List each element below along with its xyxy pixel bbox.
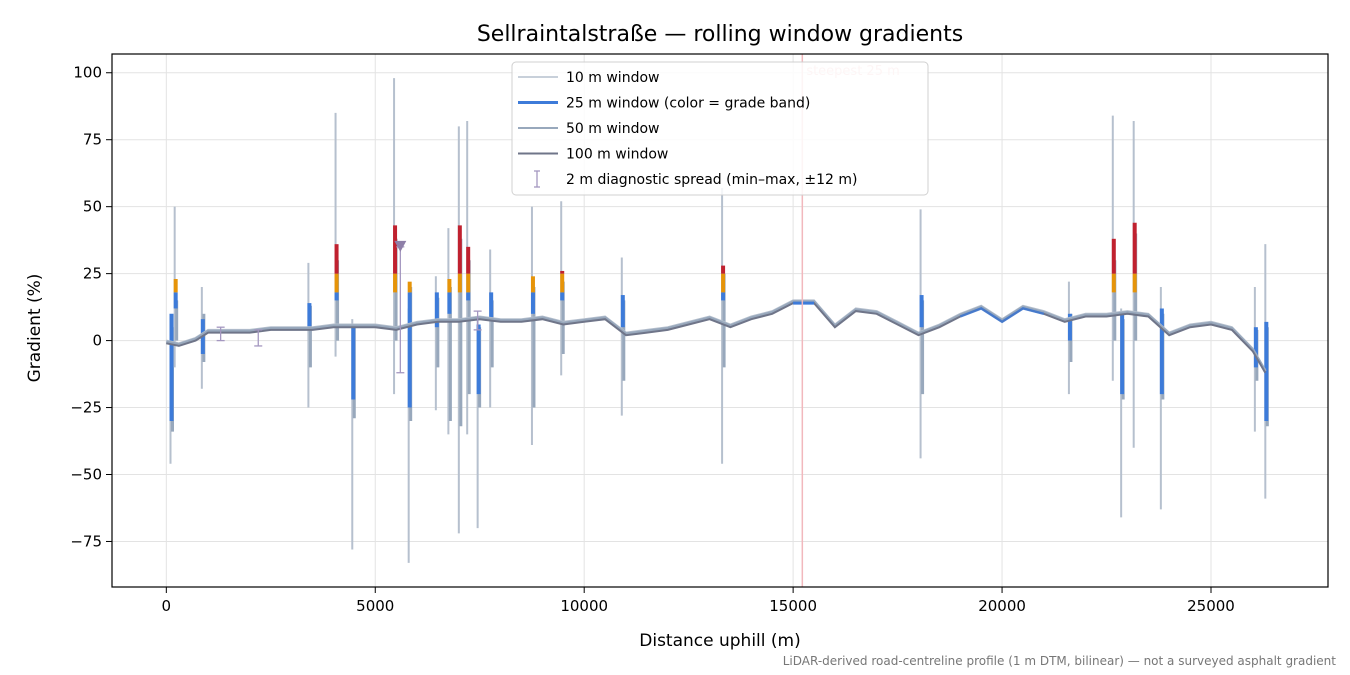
diagnostic-spread	[216, 240, 482, 374]
x-tick-label: 15000	[769, 597, 817, 615]
y-tick-label: 100	[73, 64, 102, 82]
profile-lines	[165, 299, 1267, 374]
footnote: LiDAR-derived road-centreline profile (1…	[783, 654, 1337, 668]
y-tick-label: 0	[92, 332, 102, 350]
legend-label: 2 m diagnostic spread (min–max, ±12 m)	[566, 172, 857, 188]
y-axis-label: Gradient (%)	[25, 274, 45, 383]
legend-label: 100 m window	[566, 147, 668, 163]
y-tick-label: 75	[83, 131, 102, 149]
x-tick-label: 10000	[560, 597, 608, 615]
plot-frame	[111, 53, 1329, 588]
legend: 10 m window 25 m window (color = grade ba…	[511, 61, 929, 196]
x-tick-label: 25000	[1187, 597, 1235, 615]
legend-box	[511, 61, 929, 196]
x-tick-label: 0	[162, 597, 172, 615]
y-tick-label: −75	[70, 532, 102, 550]
x-tick-label: 20000	[978, 597, 1026, 615]
y-tick-label: 25	[83, 265, 102, 283]
x-axis-label: Distance uphill (m)	[639, 631, 800, 651]
window-spikes	[169, 78, 1269, 563]
chart-title: Sellraintalstraße — rolling window gradi…	[477, 22, 963, 47]
line-100m-window	[166, 302, 1267, 374]
line-10m-window	[166, 299, 1267, 371]
line-50m-window	[165, 300, 1267, 373]
line-25m-highlight	[959, 307, 1045, 324]
y-tick-label: −50	[70, 466, 102, 484]
y-tick-label: −25	[70, 399, 102, 417]
x-tick-label: 5000	[356, 597, 394, 615]
legend-label: 25 m window (color = grade band)	[566, 96, 810, 112]
y-tick-label: 50	[83, 198, 102, 216]
legend-label: 50 m window	[566, 121, 659, 137]
steepest-triangle-marker	[394, 240, 407, 252]
legend-label: 10 m window	[566, 70, 659, 86]
axis-ticks: 0 5000 10000 15000 20000 25000 −75 −50 −25 0 25 50 7…	[70, 64, 1235, 615]
